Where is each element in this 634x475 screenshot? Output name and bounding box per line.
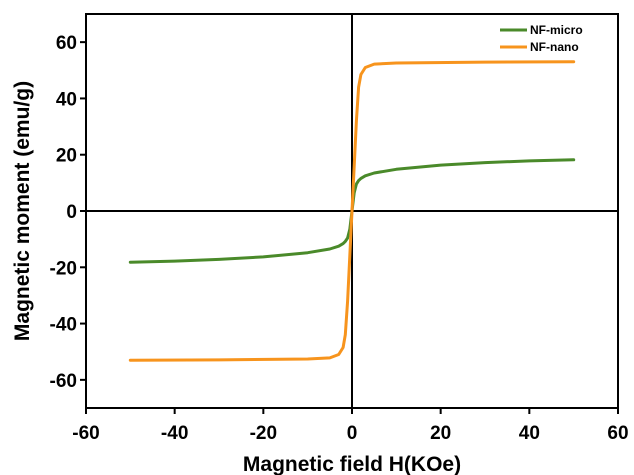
x-tick-label: 0 [347,423,358,444]
legend-label: NF-micro [530,23,583,37]
y-tick-label: 20 [56,146,77,167]
x-tick-label: -60 [72,423,99,444]
y-tick-label: 0 [66,202,77,223]
x-axis-ticks: -60 -40 -20 0 20 40 60 [72,408,629,444]
y-tick-label: -20 [50,258,77,279]
y-tick-label: -40 [50,315,77,336]
x-tick-label: 40 [519,423,540,444]
y-axis-title: Magnetic moment (emu/g) [11,81,34,341]
y-tick-label: 40 [56,89,77,110]
y-tick-label: -60 [50,371,77,392]
x-tick-label: -40 [161,423,188,444]
x-tick-label: 60 [607,423,628,444]
x-tick-label: -20 [250,423,277,444]
series-layer [128,60,576,362]
y-axis-ticks: -60 -40 -20 0 20 40 60 [50,33,86,392]
y-tick-label: 60 [56,33,77,54]
x-axis-title: Magnetic field H(KOe) [243,453,461,475]
series-line-nf-nano [128,60,576,362]
legend: NF-micro NF-nano [500,23,583,54]
legend-label: NF-nano [530,40,579,54]
x-tick-label: 20 [430,423,451,444]
